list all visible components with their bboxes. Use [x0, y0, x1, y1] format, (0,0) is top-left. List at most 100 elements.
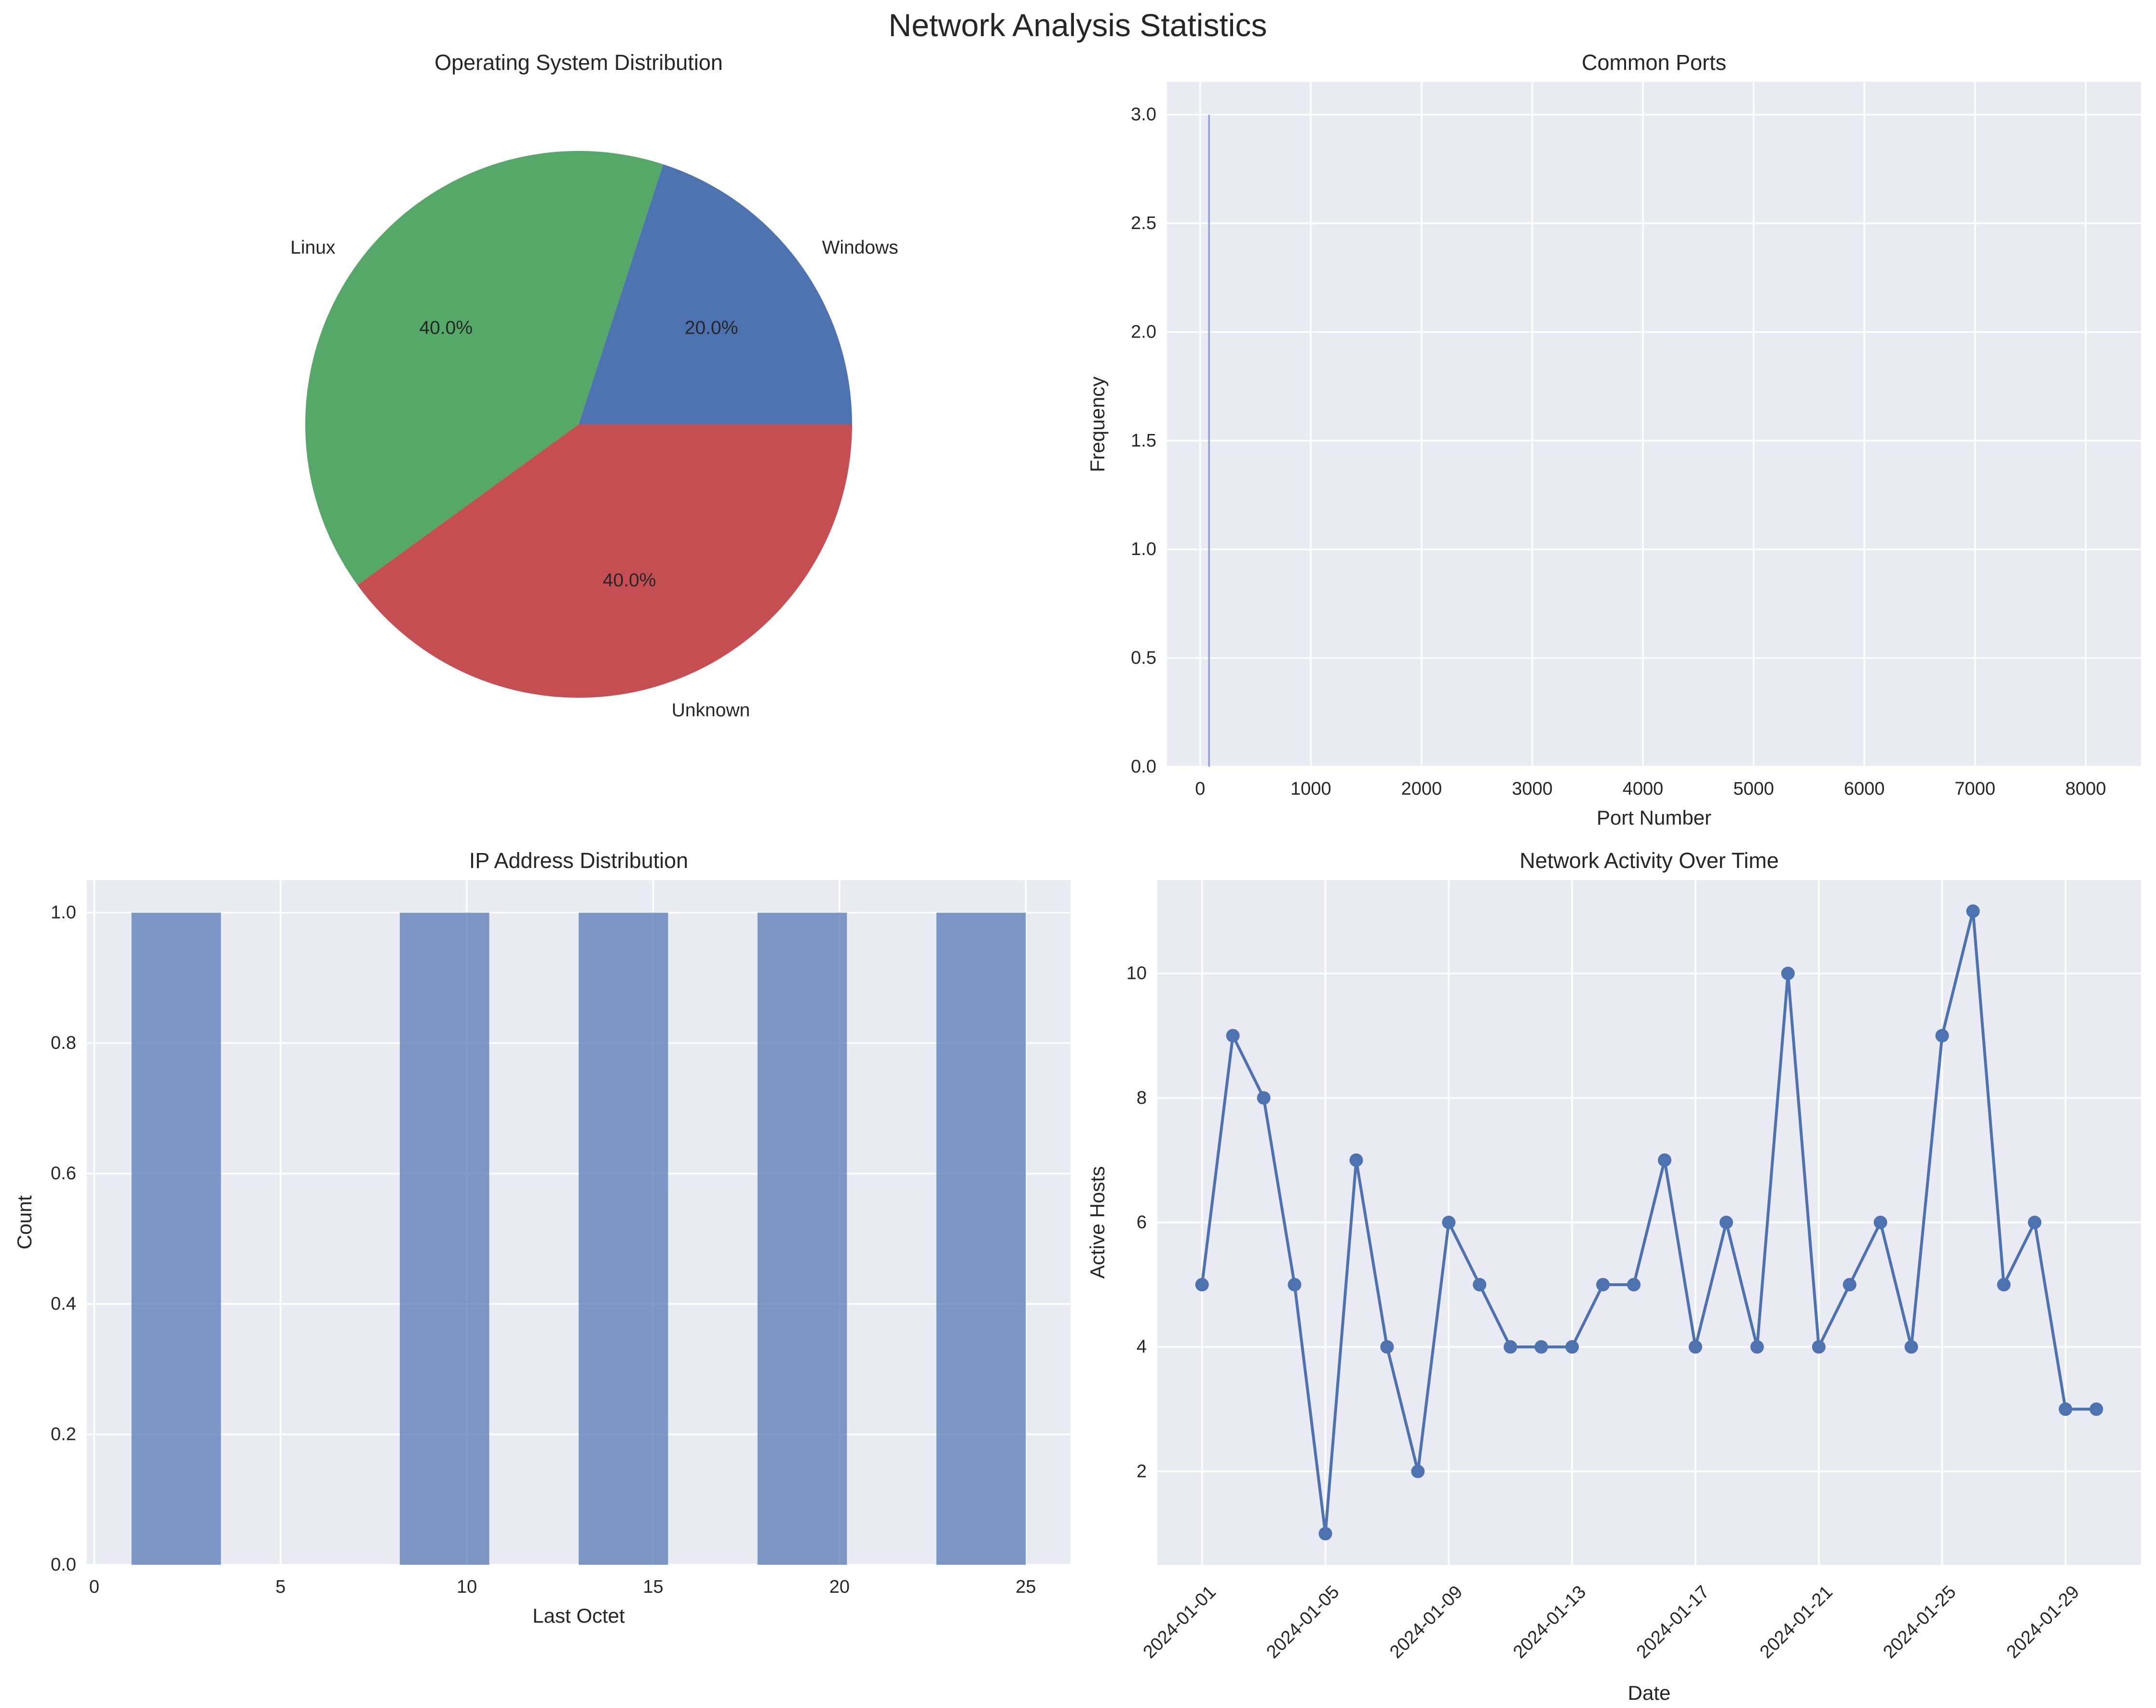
activity-data-point: [1997, 1278, 2011, 1292]
activity-data-point: [1812, 1340, 1826, 1354]
pie-label-unknown: Unknown: [672, 700, 750, 721]
activity-y-tick-label: 2: [1137, 1461, 1147, 1481]
ports-y-tick-label: 2.0: [1131, 322, 1156, 342]
ip-y-tick-label: 0.2: [51, 1424, 76, 1445]
ip-x-tick-label: 25: [1016, 1577, 1036, 1597]
ports-x-tick-label: 7000: [1954, 779, 1995, 799]
pie-slice-windows: [579, 164, 852, 424]
activity-data-point: [1904, 1340, 1918, 1354]
ports-ylabel: Frequency: [1086, 377, 1109, 472]
ip-ylabel: Count: [13, 1195, 36, 1249]
os-pie-chart: Operating System Distribution Windows 20.…: [290, 50, 898, 721]
activity-data-point: [1688, 1340, 1702, 1354]
activity-y-tick-label: 4: [1137, 1337, 1147, 1357]
ip-y-tick-label: 0.4: [51, 1294, 76, 1314]
activity-data-point: [1411, 1464, 1425, 1478]
ip-y-tick-label: 0.8: [51, 1033, 76, 1053]
activity-x-tick-label: 2024-01-25: [1879, 1582, 1960, 1662]
ports-x-tick-label: 4000: [1623, 779, 1664, 799]
ip-y-tick-label: 0.6: [51, 1164, 76, 1184]
ip-y-tick-label: 1.0: [51, 903, 76, 923]
activity-x-tick-label: 2024-01-09: [1386, 1582, 1466, 1662]
ip-histogram-bar: [936, 912, 1026, 1565]
activity-data-point: [1257, 1091, 1271, 1105]
ip-x-tick-label: 0: [89, 1577, 99, 1597]
ip-x-tick-label: 20: [829, 1577, 850, 1597]
ports-bar-chart: 0 1000 2000 3000 4000 5000 6000 7000 8000 0.0 0.5 1…: [1086, 50, 2141, 829]
ports-x-tick-label: 3000: [1512, 779, 1553, 799]
ports-y-tick-label: 1.5: [1131, 431, 1156, 451]
ports-x-tick-label: 5000: [1733, 779, 1774, 799]
activity-data-point: [1719, 1216, 1733, 1229]
activity-data-point: [1843, 1278, 1857, 1292]
ports-x-tick-label: 1000: [1290, 779, 1331, 799]
activity-data-point: [1473, 1278, 1487, 1292]
ip-histogram-bar: [757, 912, 847, 1565]
activity-data-point: [1195, 1278, 1209, 1292]
ip-histogram-bar: [579, 912, 668, 1565]
activity-data-point: [1781, 966, 1795, 980]
activity-data-point: [1288, 1278, 1302, 1292]
activity-data-point: [1627, 1278, 1641, 1292]
activity-y-tick-label: 8: [1137, 1088, 1147, 1108]
pie-slice-unknown: [357, 424, 852, 698]
pie-pct-label-unknown: 40.0%: [603, 570, 656, 591]
ports-bar: [1208, 114, 1210, 767]
pie-pct-label-windows: 20.0%: [685, 318, 738, 339]
activity-data-point: [1380, 1340, 1394, 1354]
ip-xlabel: Last Octet: [532, 1604, 625, 1627]
figure-title: Network Analysis Statistics: [889, 7, 1267, 43]
ports-xlabel: Port Number: [1597, 806, 1711, 829]
ports-y-tick-label: 1.0: [1131, 539, 1156, 559]
ip-histogram-bar: [131, 912, 221, 1565]
activity-data-point: [2089, 1402, 2103, 1416]
activity-data-point: [1565, 1340, 1579, 1354]
activity-line-chart: 2024-01-01 2024-01-05 2024-01-09 2024-01-13…: [1086, 848, 2141, 1704]
activity-data-point: [1750, 1340, 1764, 1354]
activity-ylabel: Active Hosts: [1086, 1166, 1109, 1278]
activity-data-point: [1226, 1029, 1240, 1043]
activity-data-point: [2028, 1216, 2042, 1229]
ip-x-tick-label: 10: [457, 1577, 477, 1597]
pie-slice-linux: [305, 151, 664, 585]
activity-data-point: [1966, 904, 1980, 918]
activity-title: Network Activity Over Time: [1519, 848, 1779, 873]
activity-data-point: [1596, 1278, 1610, 1292]
ports-y-tick-label: 0.5: [1131, 648, 1156, 668]
activity-data-point: [1657, 1153, 1671, 1167]
ip-x-tick-label: 15: [643, 1577, 663, 1597]
activity-data-point: [1504, 1340, 1518, 1354]
ip-x-tick-label: 5: [275, 1577, 285, 1597]
activity-data-point: [1442, 1216, 1456, 1229]
activity-x-tick-label: 2024-01-05: [1262, 1582, 1343, 1662]
activity-series-line: [1200, 909, 2097, 1535]
activity-x-tick-label: 2024-01-21: [1756, 1582, 1837, 1662]
ports-y-tick-label: 2.5: [1131, 213, 1156, 233]
ports-x-tick-label: 6000: [1844, 779, 1885, 799]
activity-data-point: [1318, 1527, 1332, 1541]
activity-x-tick-label: 2024-01-17: [1633, 1582, 1713, 1662]
pie-pct-label-linux: 40.0%: [419, 318, 473, 339]
activity-data-point: [1873, 1216, 1887, 1229]
ports-axes-background: [1167, 82, 2141, 767]
ports-title: Common Ports: [1582, 50, 1726, 75]
ip-title: IP Address Distribution: [469, 848, 688, 873]
activity-data-point: [1935, 1029, 1949, 1043]
activity-y-tick-label: 10: [1126, 963, 1147, 984]
ports-x-tick-label: 8000: [2065, 779, 2106, 799]
activity-xlabel: Date: [1628, 1681, 1671, 1704]
activity-x-tick-label: 2024-01-13: [1509, 1582, 1590, 1662]
activity-data-point: [2059, 1402, 2073, 1416]
pie-label-windows: Windows: [822, 237, 898, 258]
activity-data-point: [1534, 1340, 1548, 1354]
ip-histogram-chart: 0 5 10 15 20 25 0.0 0.2 0.4 0.6 0.8 1.0 IP Address …: [13, 848, 1071, 1627]
ports-x-tick-label: 0: [1195, 779, 1205, 799]
ports-y-tick-label: 3.0: [1131, 105, 1156, 125]
pie-title: Operating System Distribution: [434, 50, 723, 75]
ip-y-tick-label: 0.0: [51, 1555, 76, 1575]
ports-x-tick-label: 2000: [1401, 779, 1442, 799]
activity-x-tick-label: 2024-01-01: [1139, 1582, 1220, 1662]
activity-y-tick-label: 6: [1137, 1212, 1147, 1233]
activity-x-tick-label: 2024-01-29: [2003, 1582, 2083, 1662]
